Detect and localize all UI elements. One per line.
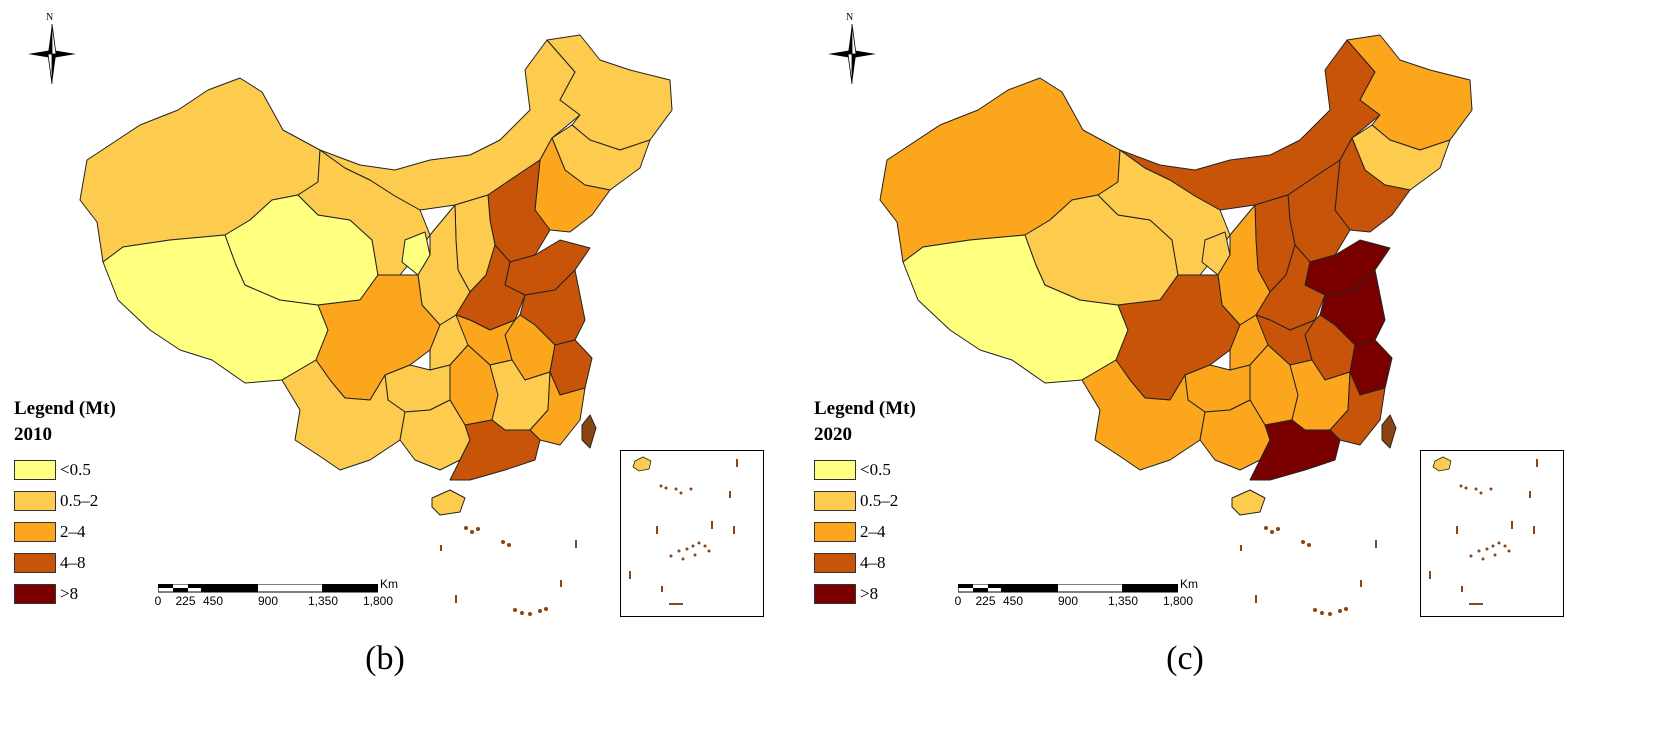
scale-tick-label: 900 <box>257 594 279 608</box>
scale-unit: Km <box>380 577 398 591</box>
inset-hainan <box>632 456 652 472</box>
region-taiwan <box>1381 414 1397 449</box>
scale-bar: Km 0 225 450 900 1,350 1,800 <box>954 577 1198 610</box>
panel-caption: (b) <box>365 640 405 677</box>
scale-tick-label: 900 <box>1057 594 1079 608</box>
scale-tick-label: 450 <box>202 594 224 608</box>
legend-item: 2–4 <box>14 516 116 547</box>
legend-label: 2–4 <box>60 521 86 541</box>
legend-label: >8 <box>60 583 79 603</box>
scale-bar-graphic <box>158 584 378 593</box>
legend-item: 0.5–2 <box>14 485 116 516</box>
legend-swatch <box>814 583 856 604</box>
scale-tick-label: 225 <box>975 594 996 608</box>
legend-item: 2–4 <box>814 516 916 547</box>
region-guangdong <box>1249 419 1341 481</box>
legend-item: <0.5 <box>814 454 916 485</box>
legend-item: >8 <box>14 578 116 609</box>
legend-label: 0.5–2 <box>60 490 99 510</box>
legend-list: <0.5 0.5–2 2–4 4–8 >8 <box>14 454 116 609</box>
scale-tick-label: 1,800 <box>362 594 394 608</box>
region-hainan <box>431 489 466 516</box>
scale-bar-graphic <box>958 584 1178 593</box>
legend-item: 4–8 <box>14 547 116 578</box>
scale-bar: Km 0 225 450 900 1,350 1,800 <box>154 577 398 610</box>
inset-map <box>1429 456 1538 605</box>
island-marks <box>440 526 577 616</box>
south-china-sea-inset <box>620 450 764 617</box>
legend-label: 2–4 <box>860 521 886 541</box>
north-label: N <box>846 12 854 23</box>
legend-item: >8 <box>814 578 916 609</box>
legend-label: <0.5 <box>860 459 891 479</box>
legend-label: <0.5 <box>60 459 91 479</box>
island-marks <box>1240 526 1377 616</box>
scale-unit: Km <box>1180 577 1198 591</box>
scale-tick-label: 1,350 <box>307 594 339 608</box>
legend-swatch <box>814 552 856 573</box>
legend-title: Legend (Mt) <box>814 398 916 419</box>
scale-tick-label: 0 <box>954 594 962 608</box>
legend-title: Legend (Mt) <box>14 398 116 419</box>
inset-hainan <box>1432 456 1452 472</box>
legend-swatch <box>14 583 56 604</box>
scale-tick-label: 0 <box>154 594 162 608</box>
legend-swatch <box>814 459 856 480</box>
legend-item: <0.5 <box>14 454 116 485</box>
compass-rose-icon <box>828 23 876 85</box>
legend-label: 0.5–2 <box>860 490 899 510</box>
panel-caption: (c) <box>1166 640 1204 677</box>
legend-swatch <box>814 490 856 511</box>
legend-swatch <box>14 490 56 511</box>
legend: Legend (Mt) 2010 <0.5 0.5–2 2–4 4–8 >8 <box>14 396 116 609</box>
map-panel-2010: N Legend (Mt) 2010 <0.5 0.5–2 2–4 4–8 >8 Km … <box>14 10 764 677</box>
region-taiwan <box>581 414 597 449</box>
island-marks <box>1429 459 1538 605</box>
legend-list: <0.5 0.5–2 2–4 4–8 >8 <box>814 454 916 609</box>
legend-item: 4–8 <box>814 547 916 578</box>
inset-map <box>629 456 738 605</box>
island-marks <box>629 459 738 605</box>
scale-tick-label: 1,350 <box>1107 594 1139 608</box>
south-china-sea-inset <box>1420 450 1564 617</box>
legend-year: 2010 <box>14 424 52 445</box>
legend-swatch <box>14 521 56 542</box>
region-hainan <box>1231 489 1266 516</box>
north-label: N <box>46 12 54 23</box>
legend-label: 4–8 <box>60 552 86 572</box>
scale-tick-label: 1,800 <box>1162 594 1194 608</box>
legend-swatch <box>14 552 56 573</box>
scale-tick-label: 225 <box>175 594 196 608</box>
map-panel-2020: N Legend (Mt) 2020 <0.5 0.5–2 2–4 4–8 >8 Km … <box>800 0 1633 733</box>
legend: Legend (Mt) 2020 <0.5 0.5–2 2–4 4–8 >8 <box>814 396 916 609</box>
north-arrow: N <box>822 10 882 90</box>
legend-label: >8 <box>860 583 879 603</box>
china-map <box>879 34 1473 616</box>
legend-swatch <box>14 459 56 480</box>
legend-item: 0.5–2 <box>814 485 916 516</box>
region-guangdong <box>449 419 541 481</box>
north-arrow: N <box>22 10 82 90</box>
legend-label: 4–8 <box>860 552 886 572</box>
china-map <box>79 34 673 616</box>
scale-tick-label: 450 <box>1002 594 1024 608</box>
legend-swatch <box>814 521 856 542</box>
compass-rose-icon <box>28 23 76 85</box>
legend-year: 2020 <box>814 424 852 445</box>
